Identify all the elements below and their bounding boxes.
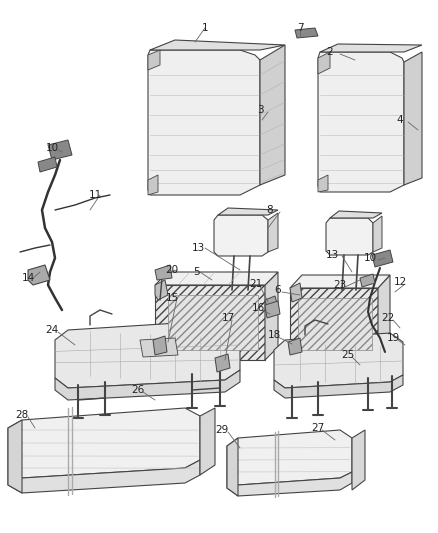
- Polygon shape: [290, 283, 302, 302]
- Text: 22: 22: [381, 313, 395, 323]
- Polygon shape: [330, 211, 382, 218]
- Polygon shape: [372, 250, 393, 267]
- Polygon shape: [265, 272, 278, 360]
- Text: 13: 13: [191, 243, 205, 253]
- Polygon shape: [360, 274, 375, 287]
- Polygon shape: [148, 175, 158, 195]
- Polygon shape: [55, 370, 240, 400]
- Text: 24: 24: [46, 325, 59, 335]
- Polygon shape: [227, 438, 238, 496]
- Text: 26: 26: [131, 385, 145, 395]
- Polygon shape: [373, 216, 382, 252]
- Polygon shape: [288, 338, 302, 355]
- Text: 13: 13: [325, 250, 339, 260]
- Polygon shape: [28, 265, 50, 285]
- Polygon shape: [295, 28, 318, 38]
- Text: 4: 4: [397, 115, 403, 125]
- Polygon shape: [265, 301, 280, 318]
- Polygon shape: [155, 265, 172, 280]
- Polygon shape: [8, 460, 200, 493]
- Polygon shape: [8, 408, 200, 478]
- Polygon shape: [168, 295, 258, 350]
- Polygon shape: [274, 375, 403, 398]
- Text: 10: 10: [46, 143, 59, 153]
- Polygon shape: [38, 157, 57, 172]
- Polygon shape: [215, 354, 230, 372]
- Text: 10: 10: [364, 253, 377, 263]
- Polygon shape: [148, 50, 160, 70]
- Polygon shape: [200, 408, 215, 475]
- Polygon shape: [227, 430, 352, 485]
- Polygon shape: [274, 333, 403, 388]
- Polygon shape: [155, 272, 278, 285]
- Polygon shape: [8, 420, 22, 493]
- Text: 16: 16: [251, 303, 265, 313]
- Text: 15: 15: [166, 293, 179, 303]
- Text: 18: 18: [267, 330, 281, 340]
- Text: 1: 1: [201, 23, 208, 33]
- Polygon shape: [352, 430, 365, 490]
- Polygon shape: [320, 44, 422, 52]
- Text: 14: 14: [21, 273, 35, 283]
- Polygon shape: [214, 215, 268, 256]
- Polygon shape: [318, 52, 330, 74]
- Text: 25: 25: [341, 350, 355, 360]
- Text: 11: 11: [88, 190, 102, 200]
- Text: 3: 3: [257, 105, 263, 115]
- Text: 6: 6: [275, 285, 281, 295]
- Polygon shape: [227, 472, 352, 496]
- Text: 5: 5: [193, 267, 199, 277]
- Text: 27: 27: [311, 423, 325, 433]
- Polygon shape: [318, 175, 328, 192]
- Polygon shape: [265, 296, 278, 312]
- Polygon shape: [378, 275, 390, 358]
- Text: 7: 7: [297, 23, 303, 33]
- Polygon shape: [318, 52, 404, 192]
- Polygon shape: [260, 45, 285, 185]
- Polygon shape: [290, 275, 390, 288]
- Polygon shape: [218, 208, 278, 215]
- Text: 21: 21: [249, 279, 263, 289]
- Polygon shape: [150, 40, 285, 50]
- Polygon shape: [55, 320, 240, 388]
- Polygon shape: [148, 50, 260, 195]
- Text: 2: 2: [327, 47, 333, 57]
- Polygon shape: [48, 140, 72, 160]
- Text: 19: 19: [386, 333, 399, 343]
- Polygon shape: [268, 213, 278, 252]
- Text: 8: 8: [267, 205, 273, 215]
- Polygon shape: [290, 288, 378, 358]
- Polygon shape: [153, 336, 167, 355]
- Text: 23: 23: [333, 280, 346, 290]
- Polygon shape: [140, 338, 178, 357]
- Text: 17: 17: [221, 313, 235, 323]
- Text: 20: 20: [166, 265, 179, 275]
- Text: 12: 12: [393, 277, 406, 287]
- Polygon shape: [155, 280, 168, 300]
- Polygon shape: [404, 52, 422, 185]
- Polygon shape: [155, 285, 265, 360]
- Polygon shape: [326, 218, 373, 255]
- Text: 28: 28: [15, 410, 28, 420]
- Text: 29: 29: [215, 425, 229, 435]
- Polygon shape: [298, 298, 372, 350]
